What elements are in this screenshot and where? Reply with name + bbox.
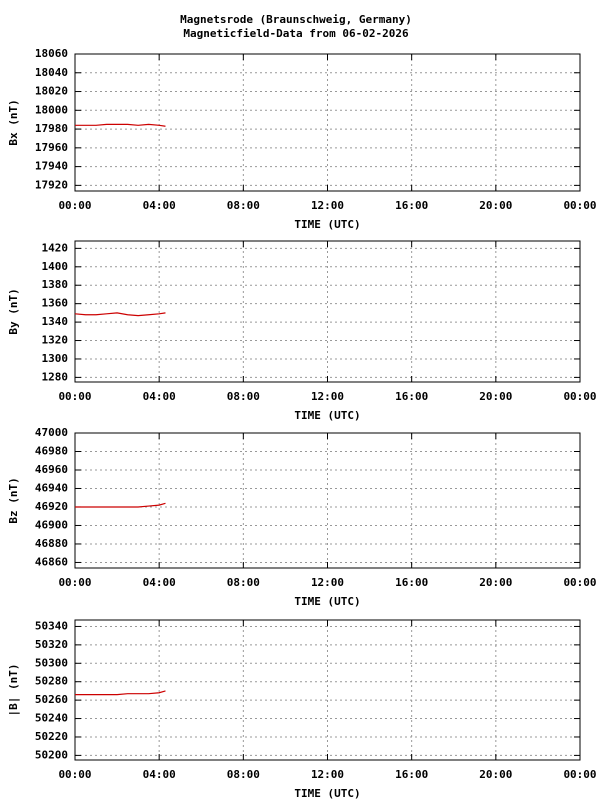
x-tick-label: 20:00 <box>479 576 512 589</box>
y-tick-label: 46880 <box>35 537 68 550</box>
y-tick-label: 50220 <box>35 730 68 743</box>
y-tick-label: 47000 <box>35 426 68 439</box>
x-tick-label: 16:00 <box>395 199 428 212</box>
y-tick-label: 46960 <box>35 463 68 476</box>
x-tick-label: 08:00 <box>227 576 260 589</box>
y-tick-label: 50320 <box>35 638 68 651</box>
x-tick-label: 04:00 <box>143 390 176 403</box>
x-tick-label: 00:00 <box>563 199 596 212</box>
y-tick-label: 1320 <box>42 334 69 347</box>
x-tick-label: 04:00 <box>143 199 176 212</box>
y-tick-label: 50260 <box>35 693 68 706</box>
plot-frame <box>74 619 581 761</box>
x-tick-label: 16:00 <box>395 576 428 589</box>
chart-subtitle: Magneticfield-Data from 06-02-2026 <box>183 27 409 40</box>
y-tick-label: 1300 <box>42 352 69 365</box>
chart-title: Magnetsrode (Braunschweig, Germany) <box>180 13 412 26</box>
x-tick-label: 12:00 <box>311 390 344 403</box>
y-tick-label: 50240 <box>35 712 68 725</box>
plot-frame <box>74 53 581 192</box>
y-tick-label: 18040 <box>35 66 68 79</box>
x-tick-label: 00:00 <box>563 390 596 403</box>
y-tick-label: 46860 <box>35 555 68 568</box>
x-tick-label: 00:00 <box>58 390 91 403</box>
y-tick-label: 50280 <box>35 675 68 688</box>
x-tick-label: 00:00 <box>58 768 91 781</box>
x-tick-label: 12:00 <box>311 199 344 212</box>
x-tick-label: 20:00 <box>479 199 512 212</box>
x-tick-label: 04:00 <box>143 768 176 781</box>
x-tick-label: 08:00 <box>227 390 260 403</box>
y-tick-label: 1360 <box>42 297 69 310</box>
y-tick-label: 17940 <box>35 160 68 173</box>
y-tick-label: 18060 <box>35 47 68 60</box>
x-tick-label: 12:00 <box>311 768 344 781</box>
x-tick-label: 00:00 <box>563 576 596 589</box>
y-tick-label: 18020 <box>35 85 68 98</box>
y-tick-label: 1280 <box>42 370 69 383</box>
y-tick-label: 1420 <box>42 241 69 254</box>
plot-frame <box>74 240 581 383</box>
x-tick-label: 04:00 <box>143 576 176 589</box>
y-tick-label: 17960 <box>35 141 68 154</box>
y-axis-label: By (nT) <box>7 288 20 334</box>
data-line <box>75 690 166 696</box>
y-tick-label: 50200 <box>35 748 68 761</box>
x-axis-label: TIME (UTC) <box>294 409 360 422</box>
data-line <box>74 312 166 317</box>
y-tick-label: 18000 <box>35 103 68 116</box>
y-tick-label: 46920 <box>35 500 68 513</box>
x-tick-label: 00:00 <box>58 199 91 212</box>
x-tick-label: 20:00 <box>479 390 512 403</box>
x-tick-label: 16:00 <box>395 768 428 781</box>
y-tick-label: 1400 <box>42 260 69 273</box>
y-axis-label: Bx (nT) <box>7 99 20 145</box>
y-axis-label: |B| (nT) <box>7 664 20 717</box>
y-tick-label: 1380 <box>42 278 69 291</box>
y-tick-label: 46900 <box>35 518 68 531</box>
y-tick-label: 17980 <box>35 122 68 135</box>
y-tick-label: 46940 <box>35 481 68 494</box>
x-axis-label: TIME (UTC) <box>294 218 360 231</box>
y-axis-label: Bz (nT) <box>7 477 20 523</box>
x-axis-label: TIME (UTC) <box>294 595 360 608</box>
x-axis-label: TIME (UTC) <box>294 787 360 800</box>
x-tick-label: 16:00 <box>395 390 428 403</box>
data-line <box>75 123 166 127</box>
plot-frame <box>74 432 581 569</box>
x-tick-label: 00:00 <box>563 768 596 781</box>
x-tick-label: 00:00 <box>58 576 91 589</box>
y-tick-label: 1340 <box>42 315 69 328</box>
x-tick-label: 12:00 <box>311 576 344 589</box>
x-tick-label: 08:00 <box>227 768 260 781</box>
y-tick-label: 17920 <box>35 178 68 191</box>
x-tick-label: 08:00 <box>227 199 260 212</box>
x-tick-label: 20:00 <box>479 768 512 781</box>
data-line <box>75 502 166 508</box>
y-tick-label: 50300 <box>35 656 68 669</box>
y-tick-label: 50340 <box>35 619 68 632</box>
y-tick-label: 46980 <box>35 444 68 457</box>
